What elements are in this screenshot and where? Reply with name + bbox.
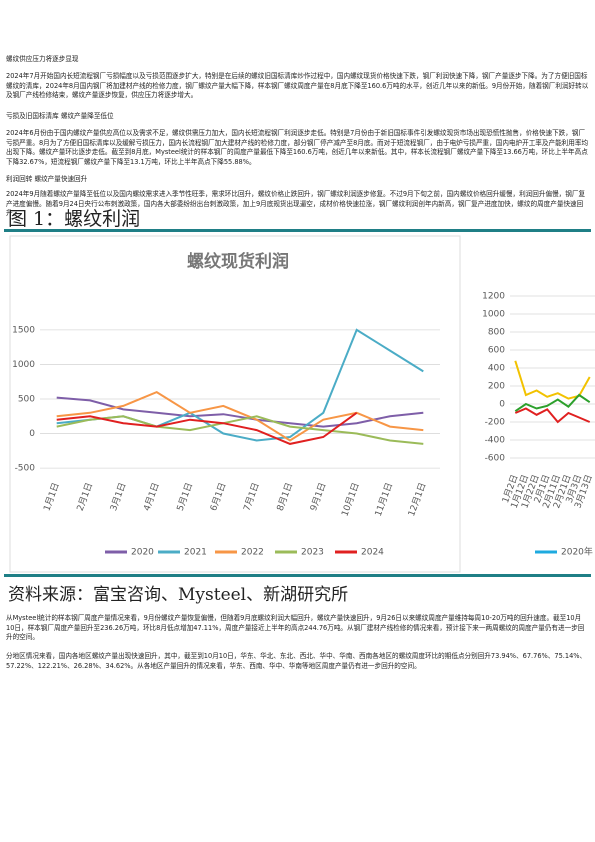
y-tick-label: 400 xyxy=(488,364,505,374)
paragraph: 分地区情况来看，国内各地区螺纹产量出现快速回升，其中，截至到10月10日，华东、… xyxy=(6,652,587,670)
rule xyxy=(4,229,591,232)
y-tick-label: 1500 xyxy=(12,325,35,335)
rule xyxy=(4,574,591,577)
series-line xyxy=(514,407,591,424)
y-tick-label: 200 xyxy=(488,382,505,392)
paragraph: 2024年7月开始国内长短流程钢厂亏损幅度以及亏损范围逐步扩大，特别是在后续的螺… xyxy=(6,72,589,100)
chart-frame xyxy=(9,235,461,573)
paragraph: 从Mysteel统计的样本钢厂周度产量情况来看，9月份螺纹产量恢复偏慢，但随着9… xyxy=(6,614,585,642)
figure-source: 资料来源：富宝咨询、Mysteel、新湖研究所 xyxy=(8,585,349,605)
y-tick-label: 1000 xyxy=(12,360,35,370)
legend-label: 2021 xyxy=(184,548,207,558)
figure-caption: 图 1：螺纹利润 xyxy=(8,208,141,230)
y-tick-label: 0 xyxy=(499,400,505,410)
chart-title: 螺纹现货利润 xyxy=(187,251,289,272)
series-line xyxy=(56,390,424,442)
paragraph: 2024年6月份由于国内螺纹产量供应高位以及需求不足，螺纹供需压力加大，国内长短… xyxy=(6,129,589,166)
legend-label: 2023 xyxy=(301,548,324,558)
heading: 利润回转 螺纹产量快速回升 xyxy=(6,175,88,183)
y-tick-label: -200 xyxy=(485,418,506,428)
y-tick-label: -500 xyxy=(15,464,36,474)
y-tick-label: 500 xyxy=(18,395,35,405)
series-line xyxy=(514,393,591,413)
legend-label: 2024 xyxy=(361,548,384,558)
y-tick-label: 1000 xyxy=(482,310,505,320)
y-tick-label: -600 xyxy=(485,454,506,464)
y-tick-label: 1200 xyxy=(482,292,505,302)
y-tick-label: -400 xyxy=(485,436,506,446)
legend-label: 2020 xyxy=(131,548,154,558)
legend-label: 2020年 xyxy=(561,546,593,558)
series-line xyxy=(56,411,358,445)
y-tick-label: 600 xyxy=(488,346,505,356)
legend-label: 2022 xyxy=(241,548,264,558)
heading: 螺纹供应压力将逐步显现 xyxy=(6,55,79,63)
series-line xyxy=(56,415,424,445)
y-tick-label: 0 xyxy=(29,429,35,439)
heading: 亏损及旧国标清库 螺纹产量降至低位 xyxy=(6,112,114,120)
y-tick-label: 800 xyxy=(488,328,505,338)
series-line xyxy=(514,360,591,400)
paragraph: 2024年9月随着螺纹产量降至低位以及国内螺纹需求进入季节性旺季，需求环比回升，… xyxy=(6,190,586,218)
